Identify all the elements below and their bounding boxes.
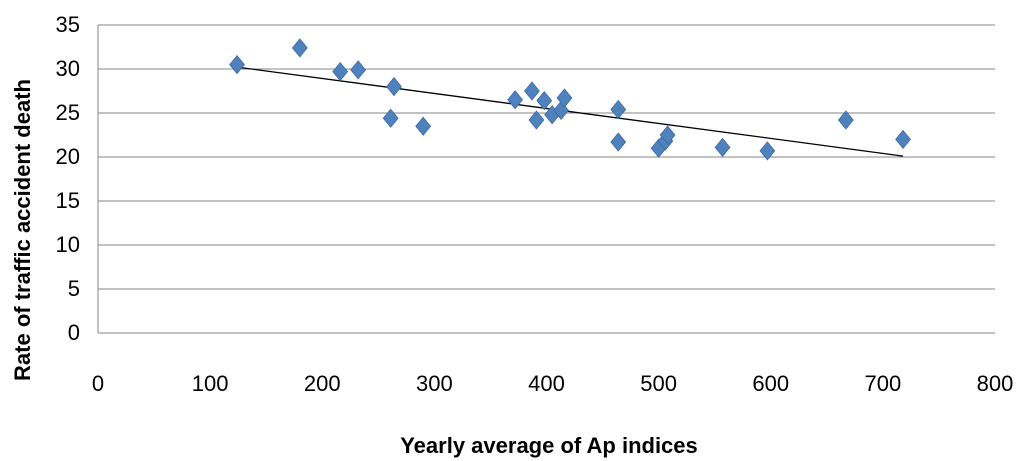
- data-point: [291, 38, 308, 58]
- data-point: [895, 129, 911, 150]
- y-tick-label: 20: [56, 144, 80, 169]
- data-point: [229, 54, 245, 75]
- y-tick-label: 30: [56, 56, 80, 81]
- y-tick-label: 10: [56, 232, 80, 257]
- x-tick-label: 500: [640, 371, 677, 396]
- data-point: [610, 132, 627, 152]
- data-point: [507, 90, 524, 110]
- data-point: [714, 137, 731, 157]
- data-point: [556, 88, 573, 108]
- x-tick-label: 200: [304, 371, 341, 396]
- x-tick-label: 300: [416, 371, 453, 396]
- data-point: [415, 116, 432, 136]
- data-point: [837, 110, 854, 130]
- data-point: [536, 91, 553, 111]
- y-tick-label: 35: [56, 12, 80, 37]
- y-axis-title: Rate of traffic accident death: [10, 79, 35, 381]
- tick-labels: 0 5 10 15 20 25 30 35 0 100 200 300 400 500 600 700 800: [56, 12, 1014, 396]
- x-tick-label: 0: [92, 371, 104, 396]
- data-point: [524, 81, 540, 101]
- x-tick-label: 400: [528, 371, 565, 396]
- trendline-group: [238, 66, 904, 157]
- data-point: [759, 141, 776, 161]
- x-tick-label: 700: [865, 371, 902, 396]
- data-point: [332, 62, 349, 82]
- data-point: [659, 125, 676, 145]
- y-tick-label: 25: [56, 100, 80, 125]
- trendline: [238, 66, 904, 157]
- data-point: [382, 108, 399, 128]
- x-tick-label: 600: [752, 371, 789, 396]
- data-point: [386, 76, 402, 97]
- data-points: [229, 38, 911, 161]
- y-tick-label: 0: [68, 320, 80, 345]
- x-tick-label: 800: [977, 371, 1014, 396]
- data-point: [528, 110, 545, 130]
- data-point: [350, 60, 367, 80]
- y-tick-label: 15: [56, 188, 80, 213]
- axes: [97, 25, 995, 334]
- y-tick-label: 5: [68, 276, 80, 301]
- x-tick-label: 100: [192, 371, 229, 396]
- data-point: [610, 99, 627, 120]
- x-axis-title: Yearly average of Ap indices: [400, 433, 698, 458]
